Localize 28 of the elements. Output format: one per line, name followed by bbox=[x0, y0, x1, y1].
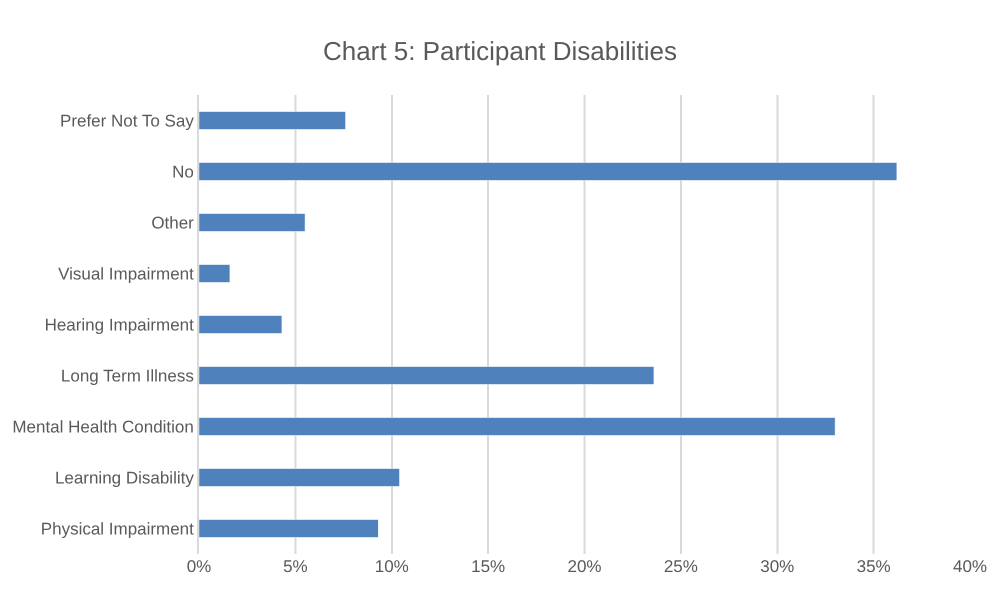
y-tick-label: No bbox=[172, 162, 194, 182]
chart-title: Chart 5: Participant Disabilities bbox=[322, 36, 678, 66]
bar bbox=[199, 519, 379, 538]
y-tick-label: Learning Disability bbox=[54, 468, 194, 488]
x-tick-label: 30% bbox=[760, 557, 794, 576]
y-tick-label: Long Term Illness bbox=[60, 366, 194, 386]
bar bbox=[199, 417, 836, 436]
bar bbox=[199, 213, 306, 232]
x-tick-label: 15% bbox=[471, 557, 506, 576]
y-tick-label: Visual Impairment bbox=[58, 264, 194, 284]
x-tick-label: 40% bbox=[952, 557, 988, 576]
x-tick-label: 20% bbox=[567, 557, 602, 576]
y-tick-label: Other bbox=[151, 213, 194, 232]
x-tick-label: 0% bbox=[186, 557, 212, 576]
y-tick-label: Mental Health Condition bbox=[12, 417, 194, 436]
x-tick-label: 10% bbox=[374, 557, 409, 576]
bar bbox=[199, 111, 346, 130]
x-tick-label: 35% bbox=[856, 557, 891, 576]
x-tick-label: 25% bbox=[664, 557, 698, 576]
bar bbox=[199, 468, 400, 487]
y-tick-label: Prefer Not To Say bbox=[60, 111, 194, 130]
bar bbox=[199, 366, 654, 385]
y-tick-label: Physical Impairment bbox=[40, 519, 194, 538]
bar bbox=[199, 264, 230, 283]
y-tick-label: Hearing Impairment bbox=[44, 315, 194, 334]
x-tick-label: 5% bbox=[283, 557, 308, 576]
bar bbox=[199, 162, 898, 181]
bar bbox=[199, 315, 282, 334]
